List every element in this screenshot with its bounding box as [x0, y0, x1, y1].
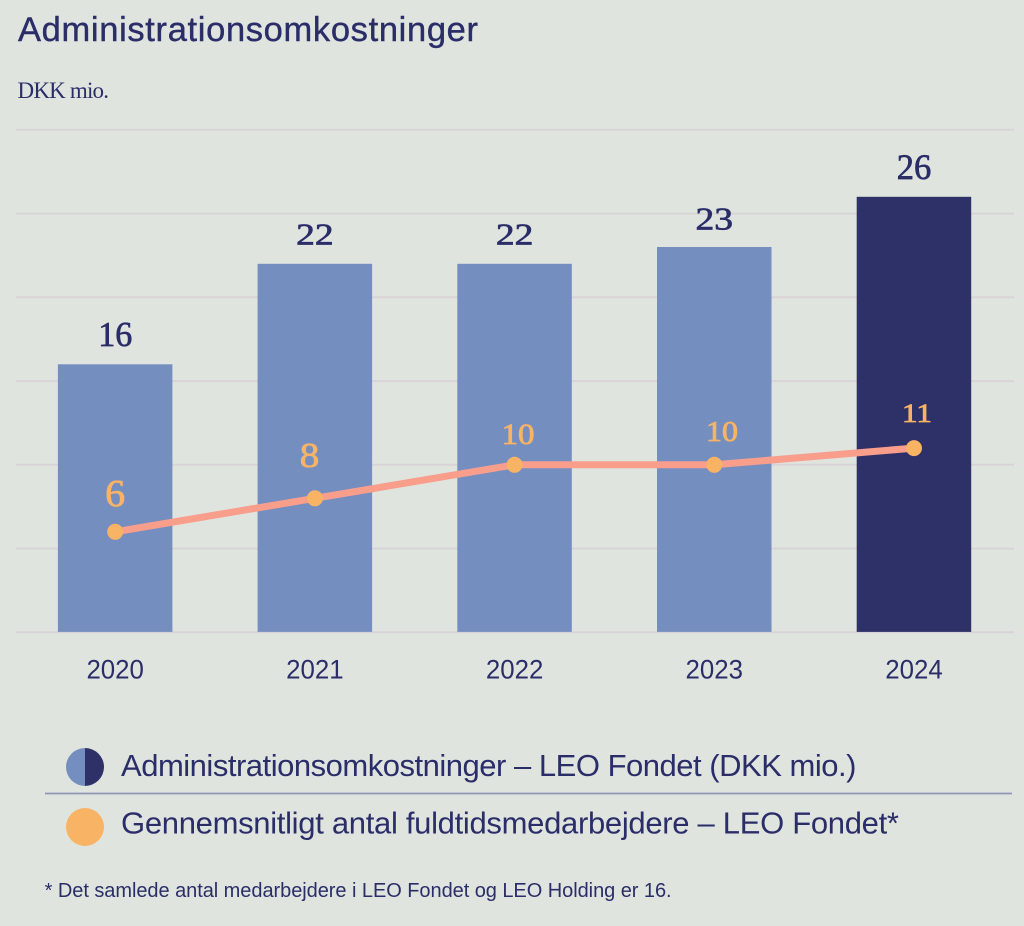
svg-text:16: 16: [98, 315, 132, 354]
svg-text:2023: 2023: [686, 654, 744, 684]
svg-text:10: 10: [706, 416, 738, 448]
svg-text:6: 6: [105, 473, 125, 515]
svg-text:Administrationsomkostninger –: Administrationsomkostninger – LEO Fondet…: [121, 748, 857, 783]
svg-text:Administrationsomkostninger: Administrationsomkostninger: [18, 11, 478, 49]
svg-text:8: 8: [300, 436, 320, 475]
svg-text:* Det samlede antal medarbejde: * Det samlede antal medarbejdere i LEO F…: [45, 880, 672, 902]
svg-text:2022: 2022: [486, 654, 544, 684]
svg-text:2021: 2021: [286, 654, 344, 684]
svg-text:2020: 2020: [86, 654, 144, 684]
svg-text:26: 26: [897, 147, 932, 187]
svg-text:22: 22: [496, 217, 534, 252]
svg-text:23: 23: [696, 201, 734, 237]
svg-text:2024: 2024: [885, 654, 943, 684]
svg-text:Gennemsnitligt antal fuldtidsm: Gennemsnitligt antal fuldtidsmedarbejder…: [121, 806, 899, 841]
svg-text:DKK mio.: DKK mio.: [18, 78, 110, 103]
svg-text:11: 11: [902, 399, 932, 428]
svg-text:22: 22: [296, 217, 334, 252]
svg-text:10: 10: [502, 418, 535, 451]
